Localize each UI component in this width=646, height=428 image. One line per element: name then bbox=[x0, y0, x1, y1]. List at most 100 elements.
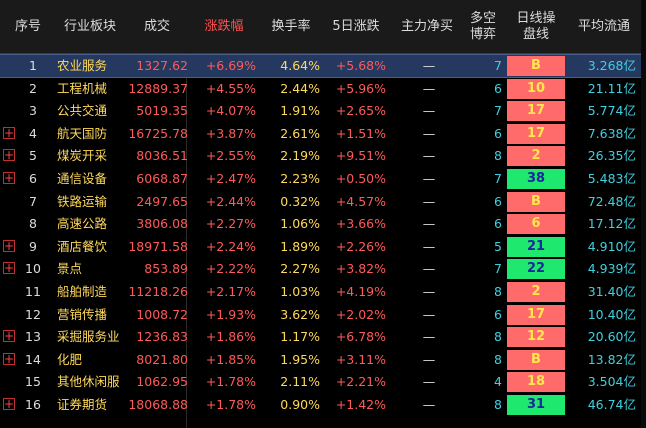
col-sector[interactable]: 行业板块 bbox=[63, 18, 116, 34]
long-short-value: 8 bbox=[494, 284, 502, 299]
avg-float-value: 46.74亿 bbox=[587, 397, 636, 412]
scroll-edge[interactable] bbox=[641, 0, 646, 428]
col-5day-change[interactable]: 5日涨跌 bbox=[332, 18, 380, 34]
main-net-buy-value: — bbox=[422, 374, 436, 390]
col-index[interactable]: 序号 bbox=[14, 18, 41, 34]
main-net-buy-value: — bbox=[422, 193, 436, 209]
change-value: +6.69% bbox=[205, 58, 256, 73]
volume-value: 1062.95 bbox=[136, 374, 188, 390]
volume-value: 3806.08 bbox=[136, 216, 188, 232]
row-index: 8 bbox=[29, 216, 37, 232]
change-5day-value: +2.65% bbox=[335, 103, 386, 119]
expand-plus-icon[interactable]: + bbox=[3, 171, 15, 185]
main-net-buy-value: — bbox=[422, 216, 436, 232]
turnover-value: 4.64% bbox=[280, 58, 320, 73]
col-turnover[interactable]: 换手率 bbox=[271, 18, 311, 34]
table-row[interactable]: +13 采掘服务业 1236.83 +1.86% 1.17% +6.78% — 8 20.60亿… bbox=[0, 326, 646, 348]
expand-plus-icon[interactable]: + bbox=[3, 397, 15, 411]
table-row[interactable]: 3 公共交通 5019.35 +4.07% 1.91% +2.65% — 7 5.774亿 17 bbox=[0, 100, 646, 122]
sector-name: 船舶制造 bbox=[57, 284, 108, 299]
daily-line-badge: 17 bbox=[507, 101, 565, 122]
daily-line-badge: B bbox=[507, 56, 565, 76]
col-change[interactable]: 涨跌幅 bbox=[204, 18, 244, 34]
long-short-value: 8 bbox=[494, 397, 502, 412]
table-row[interactable]: 15 其他休闲服务 1062.95 +1.78% 2.11% +2.21% — 4 3.504亿… bbox=[0, 371, 646, 393]
table-row[interactable]: +14 化肥 8021.80 +1.85% 1.95% +3.11% — 8 13.82亿 B bbox=[0, 349, 646, 371]
avg-float-value: 72.48亿 bbox=[587, 193, 636, 209]
col-daily-line[interactable]: 日线操 盘线 bbox=[516, 10, 556, 42]
table-row[interactable]: +9 酒店餐饮 18971.58 +2.24% 1.89% +2.26% — 5 4.910亿 2… bbox=[0, 236, 646, 258]
avg-float-value: 3.268亿 bbox=[587, 58, 636, 73]
avg-float-value: 21.11亿 bbox=[587, 80, 636, 96]
table-row[interactable]: 11 船舶制造 11218.26 +2.17% 1.03% +4.19% — 8 31.40亿 2 bbox=[0, 281, 646, 303]
col-main-net-buy[interactable]: 主力净买 bbox=[400, 18, 453, 34]
table-header: 序号 行业板块 成交 涨跌幅 换手率 5日涨跌 主力净买 多空 博弈 日线操 盘… bbox=[0, 0, 646, 54]
change-5day-value: +3.66% bbox=[335, 216, 386, 232]
table-row[interactable]: +16 证券期货 18068.88 +1.78% 0.90% +1.42% — 8 46.74亿… bbox=[0, 394, 646, 416]
avg-float-value: 31.40亿 bbox=[587, 284, 636, 299]
change-5day-value: +9.51% bbox=[335, 148, 386, 164]
long-short-value: 6 bbox=[494, 80, 502, 96]
turnover-value: 2.11% bbox=[280, 374, 320, 390]
row-index: 6 bbox=[29, 171, 37, 186]
col-avg-float[interactable]: 平均流通 bbox=[577, 18, 630, 34]
daily-line-badge: 18 bbox=[507, 372, 565, 393]
col-long-short[interactable]: 多空 博弈 bbox=[469, 10, 496, 42]
table-row[interactable]: 2 工程机械 12889.37 +4.55% 2.44% +5.96% — 6 21.11亿 10 bbox=[0, 78, 646, 100]
expand-plus-icon[interactable]: + bbox=[3, 261, 15, 276]
change-5day-value: +2.02% bbox=[335, 306, 386, 322]
sector-name: 航天国防 bbox=[57, 125, 108, 141]
expand-plus-icon[interactable]: + bbox=[3, 238, 15, 253]
change-value: +2.44% bbox=[205, 193, 256, 209]
table-row[interactable]: +6 通信设备 6068.87 +2.47% 2.23% +0.50% — 7 5.483亿 38 bbox=[0, 168, 646, 190]
long-short-value: 7 bbox=[494, 58, 502, 73]
daily-line-badge: B bbox=[507, 349, 565, 370]
avg-float-value: 7.638亿 bbox=[587, 125, 636, 141]
main-net-buy-value: — bbox=[422, 329, 436, 345]
change-5day-value: +1.42% bbox=[335, 397, 386, 412]
daily-line-badge: 22 bbox=[507, 259, 565, 280]
daily-line-badge: 2 bbox=[507, 146, 565, 167]
table-row[interactable]: 7 铁路运输 2497.65 +2.44% 0.32% +4.57% — 6 72.48亿 B bbox=[0, 191, 646, 213]
turnover-value: 1.89% bbox=[280, 238, 320, 254]
table-row[interactable]: 8 高速公路 3806.08 +2.27% 1.06% +3.66% — 6 17.12亿 6 bbox=[0, 213, 646, 235]
volume-value: 2497.65 bbox=[136, 193, 188, 209]
change-value: +4.07% bbox=[205, 103, 256, 119]
change-5day-value: +5.96% bbox=[335, 80, 386, 96]
main-net-buy-value: — bbox=[422, 397, 436, 412]
main-net-buy-value: — bbox=[422, 58, 436, 73]
turnover-value: 0.32% bbox=[280, 193, 320, 209]
expand-plus-icon[interactable]: + bbox=[3, 351, 15, 366]
change-value: +2.47% bbox=[205, 171, 256, 186]
table-row[interactable]: +4 航天国防 16725.78 +3.87% 2.61% +1.51% — 6 7.638亿 1… bbox=[0, 123, 646, 145]
expand-plus-icon[interactable]: + bbox=[3, 329, 15, 344]
table-row[interactable]: +5 煤炭开采 8036.51 +2.55% 2.19% +9.51% — 8 26.35亿 2 bbox=[0, 145, 646, 167]
change-5day-value: +6.78% bbox=[335, 329, 386, 345]
table-row[interactable]: 12 营销传播 1008.72 +1.93% 3.62% +2.02% — 6 10.40亿 17 bbox=[0, 304, 646, 326]
turnover-value: 3.62% bbox=[280, 306, 320, 322]
row-index: 3 bbox=[29, 103, 37, 119]
turnover-value: 2.44% bbox=[280, 80, 320, 96]
daily-line-badge: 10 bbox=[507, 78, 565, 99]
sector-name: 公共交通 bbox=[57, 103, 108, 119]
table-row[interactable]: +10 景点 853.89 +2.22% 2.27% +3.82% — 7 4.939亿 22 bbox=[0, 258, 646, 280]
volume-value: 6068.87 bbox=[136, 171, 188, 186]
turnover-value: 2.61% bbox=[280, 125, 320, 141]
divider bbox=[186, 53, 187, 428]
volume-value: 1327.62 bbox=[136, 58, 188, 73]
change-value: +4.55% bbox=[205, 80, 256, 96]
col-volume[interactable]: 成交 bbox=[143, 18, 170, 34]
expand-plus-icon[interactable]: + bbox=[3, 125, 15, 140]
change-5day-value: +3.82% bbox=[335, 261, 386, 277]
expand-plus-icon[interactable]: + bbox=[3, 148, 15, 163]
daily-line-badge: 2 bbox=[507, 282, 565, 302]
long-short-value: 8 bbox=[494, 351, 502, 367]
change-5day-value: +0.50% bbox=[335, 171, 386, 186]
change-5day-value: +3.11% bbox=[335, 351, 386, 367]
daily-line-badge: 21 bbox=[507, 236, 565, 257]
table-row[interactable]: 1 农业服务 1327.62 +6.69% 4.64% +5.68% — 7 3.268亿 B bbox=[0, 54, 646, 78]
volume-value: 8036.51 bbox=[136, 148, 188, 164]
row-index: 4 bbox=[29, 125, 37, 141]
daily-line-badge: 17 bbox=[507, 123, 565, 144]
